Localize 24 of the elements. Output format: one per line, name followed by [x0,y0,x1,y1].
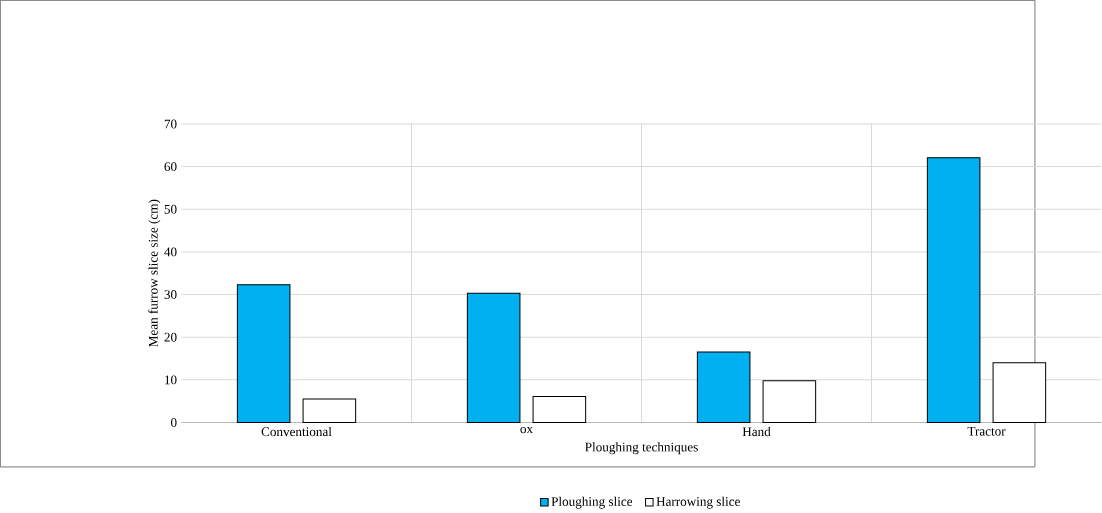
y-tick-label: 20 [164,332,177,342]
y-axis-title: Mean furrow slice size (cm) [148,199,161,348]
bar [992,362,1047,424]
y-tick-label: 50 [164,204,177,214]
bar [696,351,751,424]
bar [466,292,521,424]
x-tick-label: Tractor [967,427,1006,436]
y-tick-label: 70 [164,119,177,129]
legend-label: Harrowing slice [656,496,740,509]
y-tick-label: 60 [164,162,177,172]
bar [532,396,587,424]
y-tick-label: 10 [165,375,177,385]
x-tick-label: ox [520,427,533,434]
bar [236,284,291,424]
bar [926,157,981,424]
y-tick-label: 40 [164,247,177,257]
y-tick-label: 30 [164,290,177,300]
bar [762,380,817,424]
y-tick-label: 0 [171,418,177,428]
legend-label: Ploughing slice [551,496,633,509]
x-tick-label: Conventional [261,427,332,437]
x-axis-title: Ploughing techniques [585,442,698,455]
bar [302,398,357,424]
x-tick-label: Hand [742,427,771,437]
